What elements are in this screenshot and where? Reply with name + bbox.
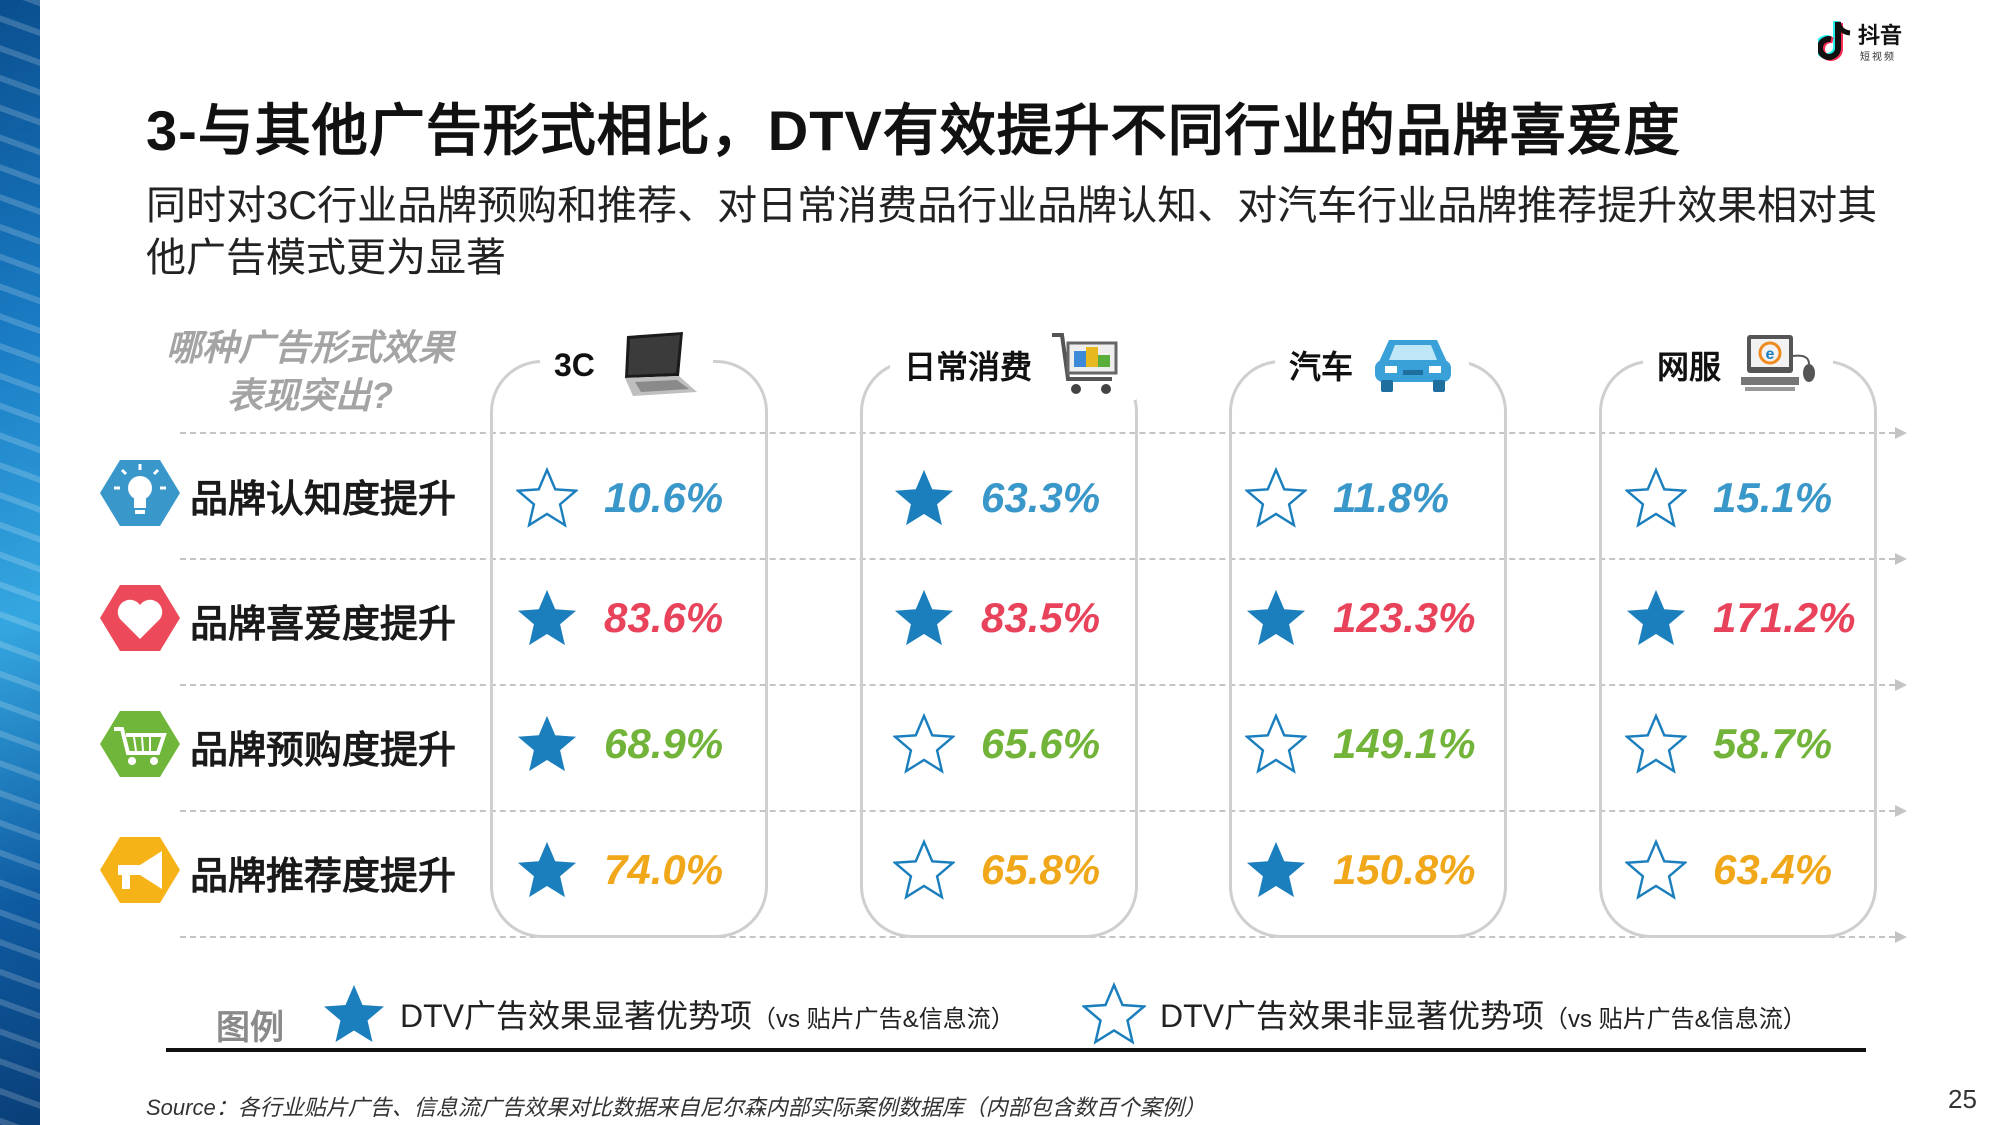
data-cell: 68.9% <box>516 709 723 779</box>
outline-star-icon <box>1082 982 1146 1045</box>
megaphone-icon <box>100 837 180 903</box>
music-note-icon <box>1818 21 1851 61</box>
lightbulb-icon <box>100 460 180 526</box>
filled-star-icon <box>1246 841 1306 898</box>
cell-value: 83.5% <box>981 594 1101 641</box>
data-cell: 15.1% <box>1625 463 1832 533</box>
data-cell: 123.3% <box>1245 583 1475 653</box>
column-header-daily-consumption: 日常消费 <box>890 330 1137 400</box>
source-note: Source：各行业贴片广告、信息流广告效果对比数据来自尼尔森内部实际案例数据库… <box>146 1095 1206 1120</box>
row-label-brand-favorability: 品牌喜爱度提升 <box>190 604 457 646</box>
cell-value: 123.3% <box>1333 594 1476 641</box>
cell-value: 74.0% <box>604 846 724 893</box>
row-separator <box>180 679 1907 691</box>
row-label-brand-recommendation: 品牌推荐度提升 <box>190 856 457 898</box>
cell-value: 15.1% <box>1713 474 1833 521</box>
page-title: 3-与其他广告形式相比，DTV有效提升不同行业的品牌喜爱度 <box>146 99 1681 162</box>
decorative-left-band <box>0 0 40 1125</box>
row-separator <box>180 553 1907 565</box>
filled-star-icon <box>1246 589 1306 646</box>
filled-star-icon <box>894 469 954 526</box>
data-cell: 171.2% <box>1625 583 1855 653</box>
data-cell: 65.8% <box>893 835 1100 905</box>
cell-value: 68.9% <box>604 720 724 767</box>
cell-value: 150.8% <box>1333 846 1476 893</box>
legend-note: （vs 贴片广告&信息流） <box>752 1006 1015 1033</box>
column-label: 3C <box>554 346 595 383</box>
cell-value: 171.2% <box>1713 594 1856 641</box>
computer-icon: e <box>1741 335 1816 391</box>
filled-star-icon <box>1626 589 1686 646</box>
brand-logo: 抖音 短视频 <box>1818 14 1918 74</box>
page-subtitle: 同时对3C行业品牌预购和推荐、对日常消费品行业品牌认知、对汽车行业品牌推荐提升效… <box>146 184 1878 280</box>
data-cell: 65.6% <box>893 709 1100 779</box>
heart-icon <box>100 585 180 651</box>
outline-star-icon <box>893 713 955 774</box>
data-cell: 10.6% <box>516 463 723 533</box>
row-label-brand-awareness: 品牌认知度提升 <box>190 479 457 521</box>
question-line-2: 表现突出? <box>227 375 393 416</box>
cell-value: 63.3% <box>981 474 1101 521</box>
column-header-internet-services: 网服 e <box>1643 330 1834 400</box>
page-number: 25 <box>1948 1084 1977 1114</box>
laptop-icon <box>624 332 697 396</box>
data-cell: 149.1% <box>1245 709 1475 779</box>
car-icon <box>1375 340 1452 392</box>
data-cell: 74.0% <box>516 835 723 905</box>
cell-value: 63.4% <box>1713 846 1833 893</box>
question-text: 哪种广告形式效果 表现突出? <box>140 324 480 420</box>
row-separator <box>180 805 1907 817</box>
legend-label: DTV广告效果显著优势项 <box>400 998 753 1034</box>
legend-item-non-significant: DTV广告效果非显著优势项（vs 贴片广告&信息流） <box>1082 982 1807 1046</box>
cell-value: 65.8% <box>981 846 1101 893</box>
cell-value: 11.8% <box>1333 474 1449 521</box>
outline-star-icon <box>1625 713 1687 774</box>
logo-text: 抖音 <box>1858 23 1903 48</box>
cart-icon <box>100 711 180 777</box>
data-cell: 83.5% <box>893 583 1100 653</box>
data-cell: 11.8% <box>1245 463 1449 533</box>
logo-subtext: 短视频 <box>1860 52 1896 63</box>
column-label: 日常消费 <box>904 349 1033 385</box>
outline-star-icon <box>1245 467 1307 528</box>
data-cell: 150.8% <box>1245 835 1475 905</box>
cell-value: 149.1% <box>1333 720 1476 767</box>
cell-value: 83.6% <box>604 594 724 641</box>
outline-star-icon <box>1625 839 1687 900</box>
shopping-cart-icon <box>1052 333 1118 394</box>
legend-title: 图例 <box>216 1009 284 1047</box>
cell-value: 65.6% <box>981 720 1101 767</box>
row-separator <box>180 427 1907 439</box>
data-cell: 63.4% <box>1625 835 1832 905</box>
column-label: 网服 <box>1657 349 1722 385</box>
column-header-auto: 汽车 <box>1275 330 1470 400</box>
legend-item-significant: DTV广告效果显著优势项（vs 贴片广告&信息流） <box>322 982 1015 1046</box>
outline-star-icon <box>1245 713 1307 774</box>
legend-text: DTV广告效果非显著优势项（vs 贴片广告&信息流） <box>1160 991 1807 1037</box>
legend-divider <box>166 1048 1866 1052</box>
outline-star-icon <box>893 839 955 900</box>
outline-star-icon <box>1625 467 1687 528</box>
filled-star-icon <box>894 589 954 646</box>
row-label-brand-purchase-intent: 品牌预购度提升 <box>190 730 457 772</box>
legend-text: DTV广告效果显著优势项（vs 贴片广告&信息流） <box>400 991 1015 1037</box>
cell-value: 10.6% <box>604 474 724 521</box>
filled-star-icon <box>324 985 384 1042</box>
filled-star-icon <box>517 589 577 646</box>
data-cell: 58.7% <box>1625 709 1832 779</box>
data-cell: 63.3% <box>893 463 1100 533</box>
legend-label: DTV广告效果非显著优势项 <box>1160 998 1545 1034</box>
question-line-1: 哪种广告形式效果 <box>165 327 454 368</box>
filled-star-icon <box>517 715 577 772</box>
outline-star-icon <box>516 467 578 528</box>
data-cell: 83.6% <box>516 583 723 653</box>
cell-value: 58.7% <box>1713 720 1833 767</box>
column-header-3c: 3C <box>540 330 713 400</box>
filled-star-icon <box>517 841 577 898</box>
column-label: 汽车 <box>1289 349 1354 385</box>
svg-text:e: e <box>1766 346 1775 363</box>
legend-note: （vs 贴片广告&信息流） <box>1544 1006 1807 1033</box>
